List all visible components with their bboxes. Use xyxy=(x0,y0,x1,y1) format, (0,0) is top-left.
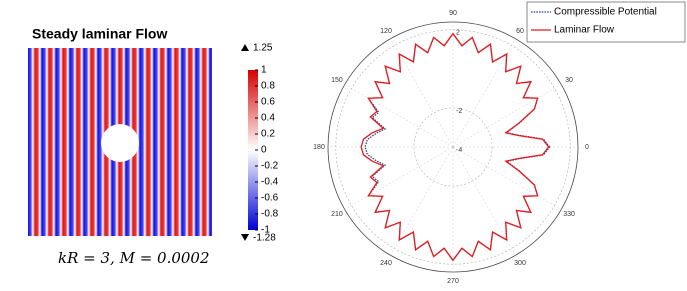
colorbar-tick-label: -0.6 xyxy=(261,193,279,204)
theta-tick-label: 330 xyxy=(563,211,575,218)
caption: kR = 3, M = 0.0002 xyxy=(58,249,210,267)
colorbar xyxy=(248,70,258,230)
legend-label: Compressible Potential xyxy=(554,7,657,18)
grid-spoke xyxy=(452,84,562,148)
min-marker xyxy=(241,234,249,241)
r-tick-label: -2 xyxy=(456,108,462,115)
colorbar-tick-label: -1 xyxy=(261,225,270,236)
theta-tick-label: 30 xyxy=(565,77,573,84)
max-marker xyxy=(241,44,249,51)
theta-tick-label: 240 xyxy=(380,260,392,267)
colorbar-tick-label: -0.8 xyxy=(261,209,279,220)
cylinder xyxy=(101,124,139,162)
colorbar-tick-label: 0.2 xyxy=(261,129,275,140)
colorbar-tick-label: 0.4 xyxy=(261,113,275,124)
legend xyxy=(526,1,686,43)
r-tick-label: -4 xyxy=(456,147,462,154)
grid-spoke xyxy=(390,38,454,148)
theta-tick-label: 180 xyxy=(313,144,325,151)
theta-tick-label: 210 xyxy=(331,211,343,218)
colorbar-tick-label: 0.8 xyxy=(261,81,275,92)
theta-tick-label: 90 xyxy=(449,10,457,17)
grid-spoke xyxy=(452,38,516,148)
colorbar-tick-label: 0.6 xyxy=(261,97,275,108)
colorbar-tick-label: 1 xyxy=(261,65,267,76)
colorbar-tick-label: -0.4 xyxy=(261,177,279,188)
grid-spoke xyxy=(452,146,562,210)
legend-label: Laminar Flow xyxy=(554,25,615,36)
theta-tick-label: 60 xyxy=(516,28,524,35)
min-label: -1.28 xyxy=(253,233,276,244)
grid-ring xyxy=(413,107,493,187)
colorbar-tick-label: 0 xyxy=(261,145,267,156)
grid-spoke xyxy=(344,146,454,210)
theta-tick-label: 270 xyxy=(447,278,459,285)
series-line xyxy=(360,32,550,262)
colorbar-tick-label: -0.2 xyxy=(261,161,279,172)
theta-tick-label: 0 xyxy=(585,144,589,151)
theta-tick-label: 300 xyxy=(514,260,526,267)
r-tick-label: 2 xyxy=(456,30,460,37)
grid-spoke xyxy=(452,146,516,256)
grid-spoke xyxy=(390,146,454,256)
theta-tick-label: 150 xyxy=(331,77,343,84)
panel-title: Steady laminar Flow xyxy=(32,26,167,42)
theta-tick-label: 120 xyxy=(380,28,392,35)
grid-spoke xyxy=(344,84,454,148)
max-label: 1.25 xyxy=(253,43,273,54)
